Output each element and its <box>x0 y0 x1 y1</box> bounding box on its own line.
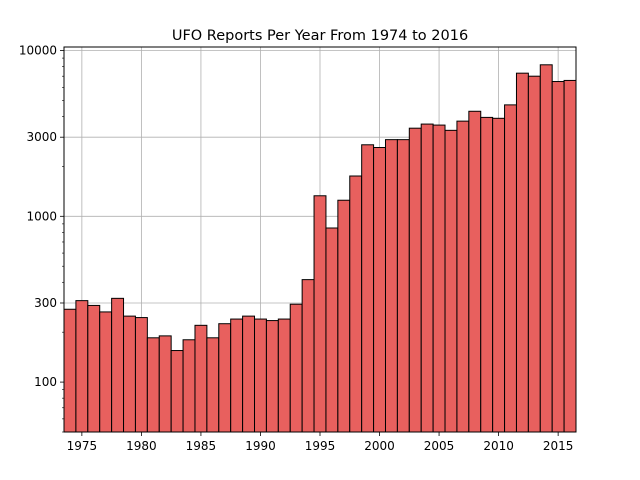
bar <box>349 175 363 433</box>
bar <box>444 129 458 433</box>
bar <box>158 335 172 433</box>
bar <box>432 124 446 433</box>
x-tick-label: 1995 <box>305 439 336 453</box>
x-tick-label: 2015 <box>543 439 574 453</box>
bar <box>337 199 351 433</box>
bar <box>289 303 303 433</box>
bar <box>527 75 541 433</box>
x-tick-label: 1985 <box>186 439 217 453</box>
bar <box>480 116 494 433</box>
bar <box>75 300 89 433</box>
y-tick-label: 1000 <box>26 209 57 223</box>
bar <box>396 139 410 433</box>
bar <box>99 311 113 433</box>
bar <box>313 195 327 433</box>
bar <box>254 318 267 433</box>
bar <box>468 110 482 433</box>
bar <box>420 123 434 433</box>
plot-area: 1975 1980 1985 1990 1995 2000 2005 2010 2015 100 3… <box>19 44 577 453</box>
bar <box>361 144 375 433</box>
bar <box>134 317 148 433</box>
bar <box>325 227 339 433</box>
y-tick-label: 100 <box>34 375 57 389</box>
bar <box>230 318 244 433</box>
chart-title: UFO Reports Per Year From 1974 to 2016 <box>172 28 468 44</box>
bar <box>206 337 220 433</box>
bar <box>456 120 470 433</box>
bar <box>218 323 232 433</box>
y-tick-label: 10000 <box>19 44 57 58</box>
x-tick-label: 1980 <box>126 439 157 453</box>
y-tick-label: 3000 <box>26 130 57 144</box>
x-tick-label: 2010 <box>483 439 514 453</box>
bar <box>265 320 279 433</box>
bar <box>182 339 196 433</box>
bar <box>373 147 386 433</box>
bar <box>170 350 184 433</box>
bar <box>277 318 291 433</box>
bar <box>194 324 208 433</box>
bar <box>504 104 517 433</box>
x-tick-label: 1975 <box>67 439 98 453</box>
bar <box>384 139 398 433</box>
bar <box>515 72 529 433</box>
bar <box>146 337 160 433</box>
x-tick-label: 2005 <box>424 439 455 453</box>
bar <box>301 279 315 433</box>
x-tick-label: 1990 <box>245 439 276 453</box>
bar <box>563 79 577 433</box>
y-tick-label: 300 <box>34 296 57 310</box>
bar <box>492 117 506 433</box>
bar <box>551 81 565 433</box>
bar <box>539 64 553 433</box>
bar <box>111 297 125 433</box>
bar <box>123 315 136 433</box>
bar <box>63 308 77 433</box>
bar <box>87 304 101 433</box>
bar <box>408 127 422 433</box>
x-tick-label: 2000 <box>364 439 395 453</box>
bar <box>242 315 256 433</box>
